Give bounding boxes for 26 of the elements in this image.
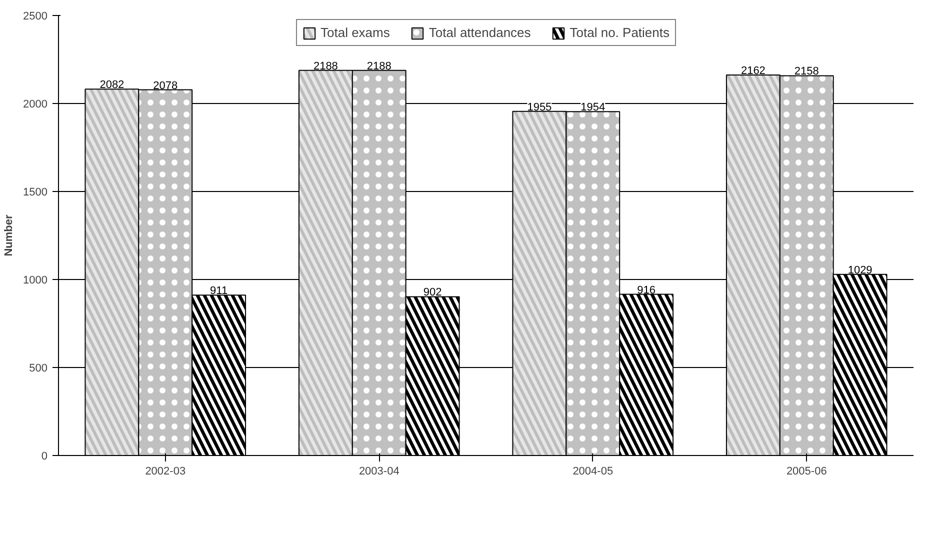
y-axis-title: Number <box>3 214 16 256</box>
x-tick-label: 2002-03 <box>145 466 186 478</box>
data-label: 2158 <box>794 66 819 78</box>
y-tick-label: 1500 <box>23 186 48 198</box>
data-label: 2078 <box>153 80 178 92</box>
data-label: 1955 <box>527 101 552 114</box>
legend-label: Total attendances <box>428 25 531 40</box>
data-label: 1954 <box>580 102 606 114</box>
data-label: 2188 <box>366 60 392 72</box>
y-tick-label: 2000 <box>23 98 48 110</box>
y-tick-label: 2500 <box>23 10 48 22</box>
data-label: 2162 <box>740 64 766 77</box>
x-tick-label: 2005-06 <box>786 466 827 478</box>
data-label: 916 <box>637 284 656 296</box>
data-label: 902 <box>423 286 442 299</box>
x-tick-label: 2003-04 <box>358 466 400 478</box>
data-label: 2082 <box>100 79 124 92</box>
data-label: 1029 <box>848 264 872 276</box>
legend-label: Total exams <box>320 25 390 40</box>
data-label: 911 <box>210 285 228 298</box>
y-tick-label: 1000 <box>23 274 48 286</box>
data-label: 2188 <box>313 60 338 72</box>
y-tick-label: 0 <box>41 450 48 462</box>
legend-label: Total no. Patients <box>570 25 670 40</box>
x-tick-label: 2004-05 <box>572 466 614 478</box>
y-tick-label: 500 <box>29 362 48 374</box>
